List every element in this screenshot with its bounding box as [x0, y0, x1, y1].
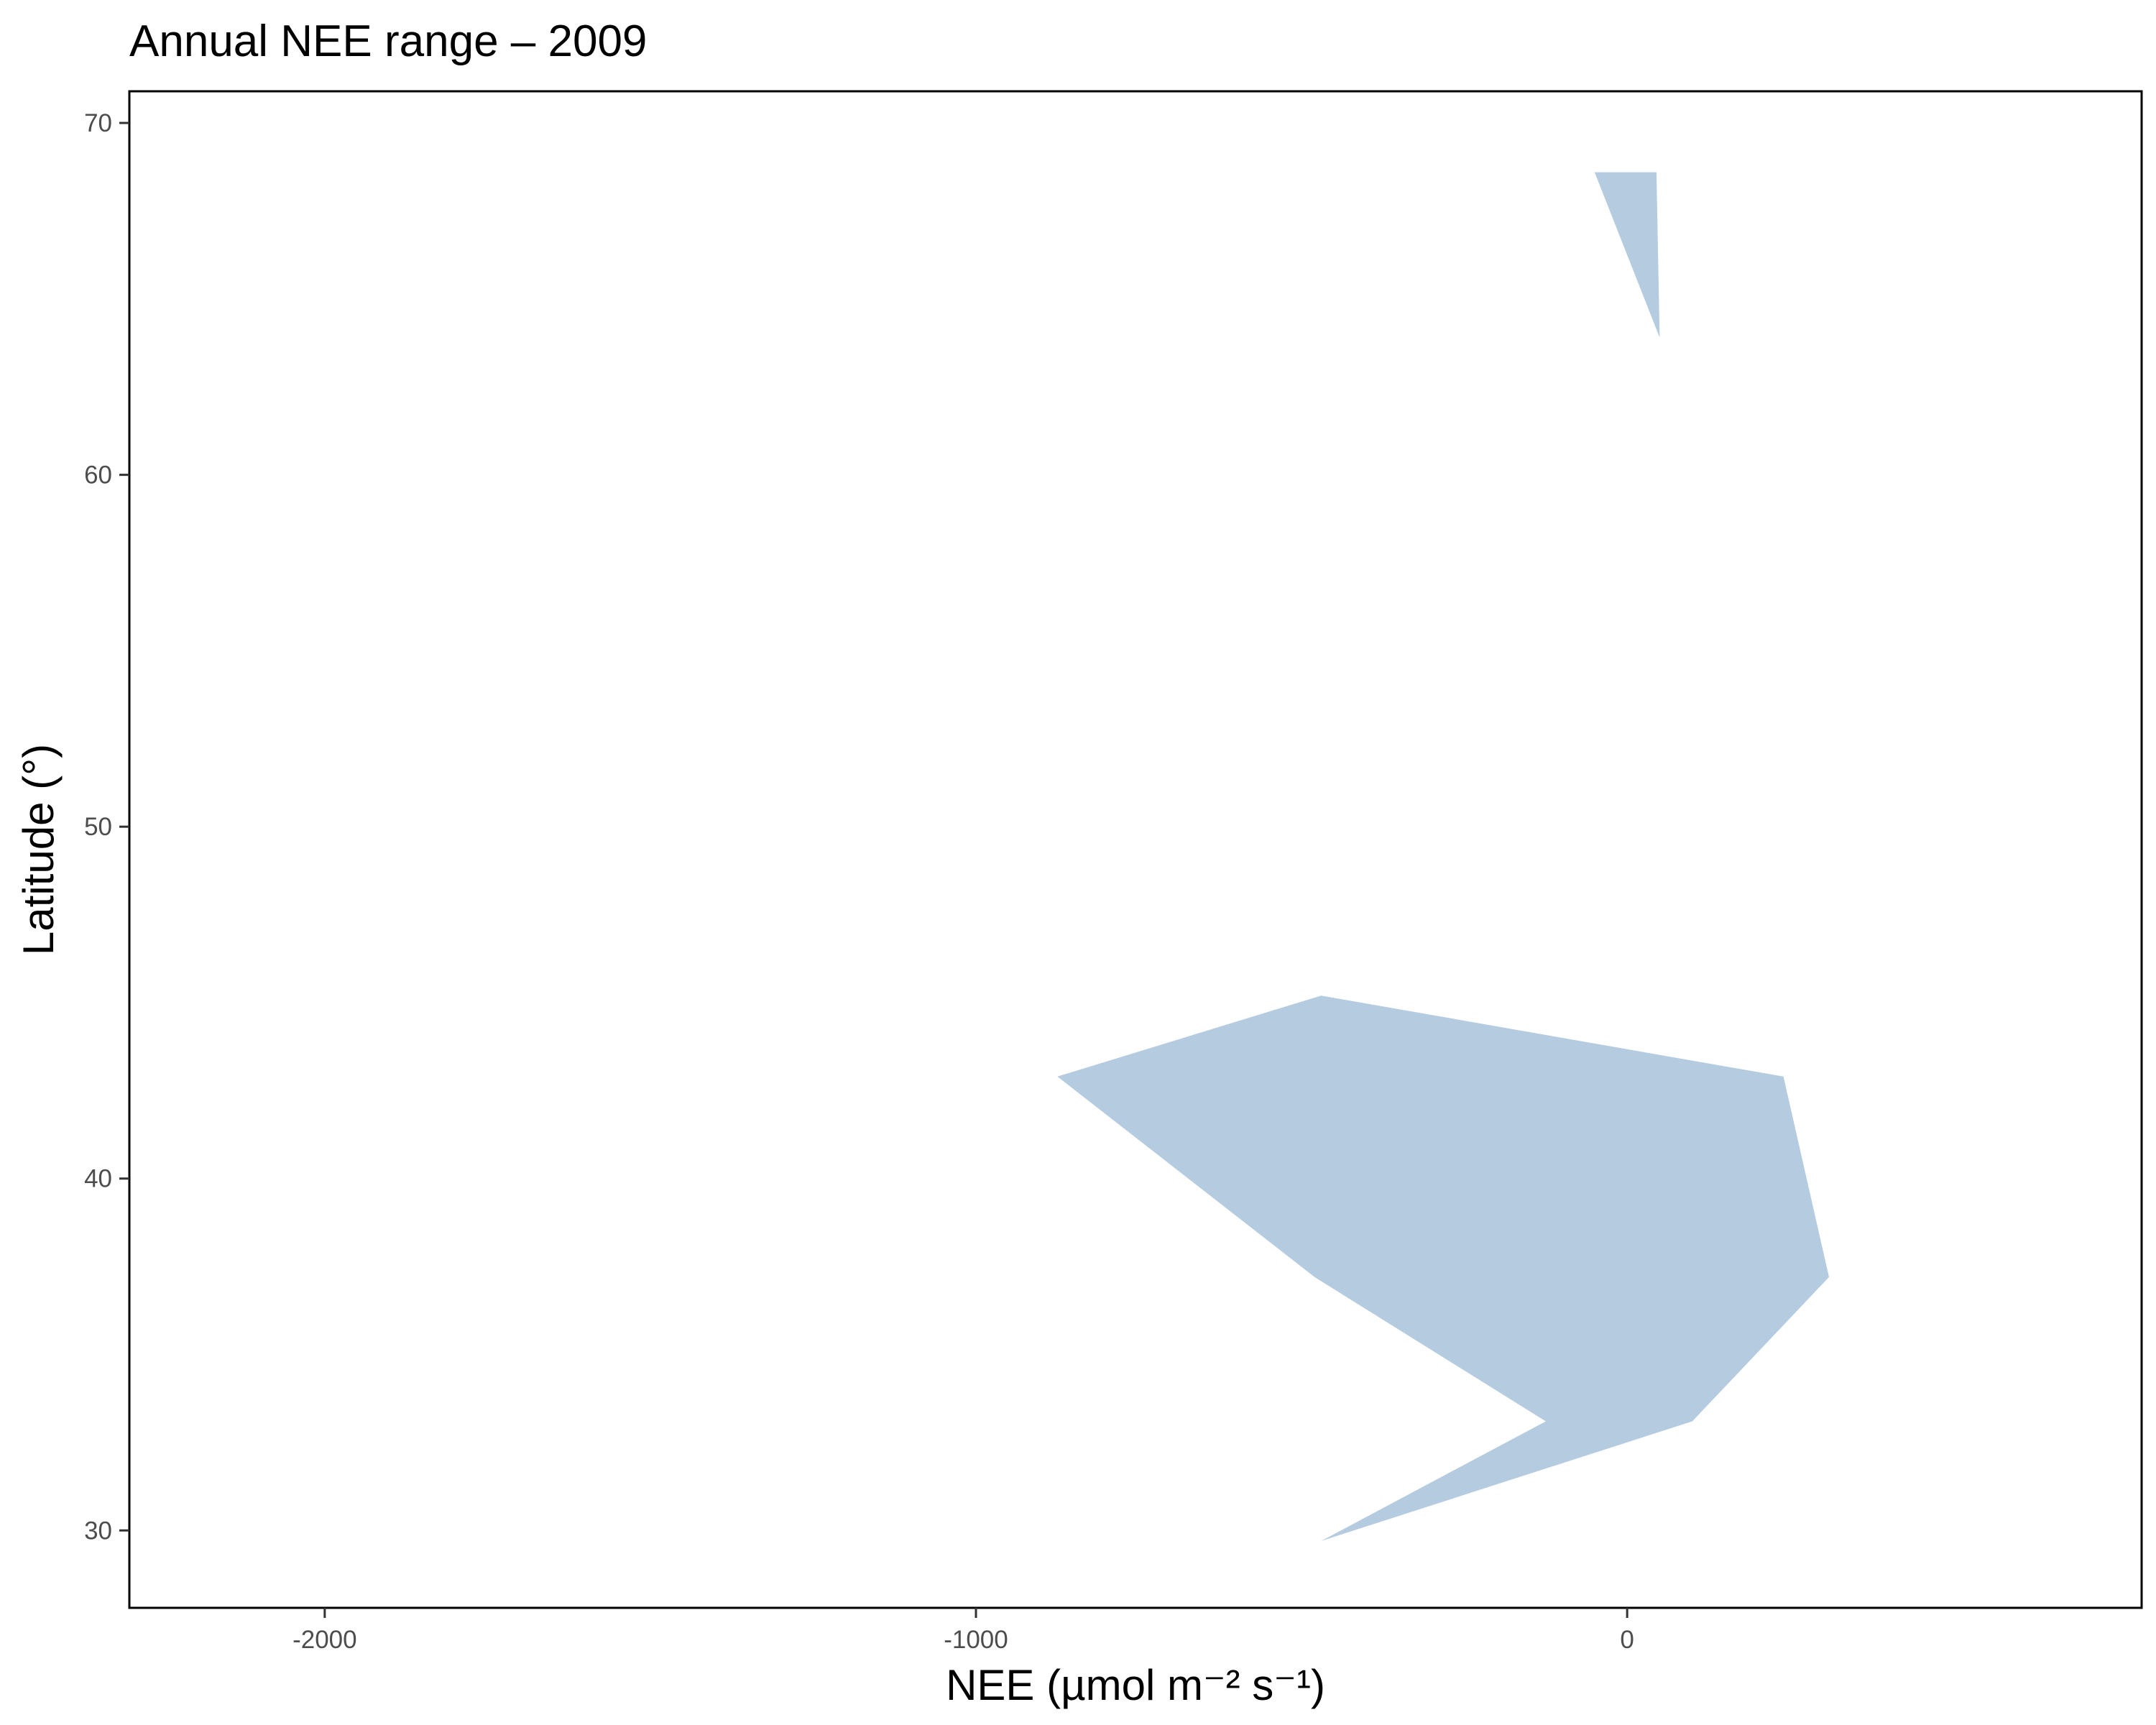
- x-axis: -2000 -1000 0: [129, 1606, 2142, 1654]
- y-tick-label: 50: [84, 813, 112, 841]
- y-axis: 30 40 50 60 70: [84, 91, 131, 1608]
- y-tick-label: 30: [84, 1517, 112, 1545]
- plot-border: [128, 90, 2143, 1609]
- range-polygon-1: [1594, 172, 1660, 338]
- plot-area: [128, 90, 2143, 1609]
- range-polygon-2: [1057, 995, 1829, 1541]
- x-tick-label: -2000: [292, 1626, 357, 1654]
- chart-title: Annual NEE range – 2009: [129, 17, 647, 66]
- y-tick-label: 40: [84, 1165, 112, 1193]
- y-axis-title: Latitude (°): [14, 744, 63, 955]
- y-tick-label: 60: [84, 461, 112, 489]
- x-tick-label: 0: [1620, 1626, 1634, 1654]
- range-fills: [1057, 172, 1829, 1541]
- x-axis-title: NEE (µmol m⁻² s⁻¹): [946, 1661, 1325, 1709]
- x-tick-label: -1000: [944, 1626, 1008, 1654]
- y-tick-label: 70: [84, 109, 112, 137]
